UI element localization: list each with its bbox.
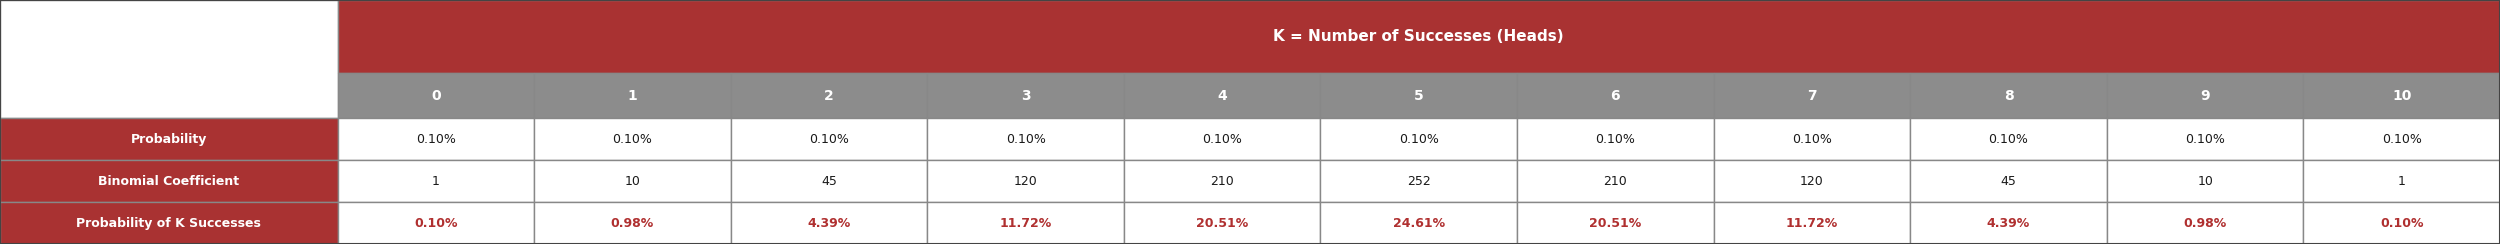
Bar: [1125, 73, 1320, 118]
Text: Probability: Probability: [130, 133, 208, 146]
Text: 20.51%: 20.51%: [1590, 217, 1642, 230]
Text: 45: 45: [2000, 175, 2018, 188]
Bar: [1320, 202, 1518, 244]
Text: 10: 10: [2392, 89, 2412, 103]
Bar: [535, 202, 730, 244]
Bar: [2108, 202, 2302, 244]
Text: 0.10%: 0.10%: [1595, 133, 1635, 146]
Bar: [730, 160, 928, 202]
Bar: [338, 73, 535, 118]
Bar: [2108, 160, 2302, 202]
Bar: [338, 0, 2500, 73]
Text: 210: 210: [1210, 175, 1235, 188]
Text: 0.10%: 0.10%: [2380, 217, 2422, 230]
Bar: [535, 73, 730, 118]
Bar: [535, 118, 730, 160]
Text: 6: 6: [1610, 89, 1620, 103]
Text: 252: 252: [1407, 175, 1430, 188]
Bar: [1910, 202, 2108, 244]
Bar: [928, 118, 1125, 160]
Text: 0.10%: 0.10%: [2185, 133, 2225, 146]
Bar: [338, 118, 535, 160]
Text: 0.10%: 0.10%: [415, 133, 455, 146]
Text: 0.10%: 0.10%: [415, 217, 458, 230]
Bar: [2108, 73, 2302, 118]
Bar: [2108, 118, 2302, 160]
Bar: [1125, 160, 1320, 202]
Text: 4.39%: 4.39%: [1988, 217, 2030, 230]
Bar: [0, 0, 338, 118]
Text: 0.10%: 0.10%: [1988, 133, 2028, 146]
Bar: [0, 202, 338, 244]
Text: 0.10%: 0.10%: [1792, 133, 1832, 146]
Text: 2: 2: [825, 89, 835, 103]
Text: 9: 9: [2200, 89, 2210, 103]
Text: 11.72%: 11.72%: [1000, 217, 1052, 230]
Text: 4.39%: 4.39%: [808, 217, 850, 230]
Text: Binomial Coefficient: Binomial Coefficient: [98, 175, 240, 188]
Text: 120: 120: [1013, 175, 1038, 188]
Bar: [1125, 202, 1320, 244]
Text: 11.72%: 11.72%: [1785, 217, 1838, 230]
Bar: [338, 160, 535, 202]
Bar: [730, 202, 928, 244]
Bar: [2302, 202, 2500, 244]
Text: 10: 10: [625, 175, 640, 188]
Bar: [1713, 73, 1910, 118]
Text: 1: 1: [432, 175, 440, 188]
Bar: [730, 73, 928, 118]
Text: 45: 45: [820, 175, 838, 188]
Text: 0.10%: 0.10%: [2382, 133, 2422, 146]
Text: 1: 1: [2398, 175, 2405, 188]
Bar: [1518, 118, 1713, 160]
Bar: [1518, 160, 1713, 202]
Bar: [338, 202, 535, 244]
Bar: [1125, 118, 1320, 160]
Text: 3: 3: [1020, 89, 1030, 103]
Text: 4: 4: [1218, 89, 1228, 103]
Bar: [1518, 202, 1713, 244]
Bar: [928, 202, 1125, 244]
Bar: [1518, 73, 1713, 118]
Text: 0: 0: [430, 89, 440, 103]
Bar: [1320, 160, 1518, 202]
Text: 0.10%: 0.10%: [1202, 133, 1242, 146]
Text: Probability of K Successes: Probability of K Successes: [78, 217, 260, 230]
Bar: [1320, 73, 1518, 118]
Bar: [1713, 160, 1910, 202]
Bar: [730, 118, 928, 160]
Text: 0.10%: 0.10%: [1400, 133, 1438, 146]
Bar: [535, 160, 730, 202]
Bar: [1910, 160, 2108, 202]
Bar: [2302, 118, 2500, 160]
Text: 210: 210: [1602, 175, 1628, 188]
Bar: [928, 160, 1125, 202]
Bar: [2302, 73, 2500, 118]
Text: 20.51%: 20.51%: [1195, 217, 1248, 230]
Bar: [1320, 118, 1518, 160]
Text: 120: 120: [1800, 175, 1825, 188]
Bar: [1910, 73, 2108, 118]
Bar: [1910, 118, 2108, 160]
Text: 0.98%: 0.98%: [610, 217, 655, 230]
Bar: [0, 118, 338, 160]
Text: 10: 10: [2198, 175, 2212, 188]
Text: 1: 1: [628, 89, 638, 103]
Text: 8: 8: [2002, 89, 2012, 103]
Bar: [2302, 160, 2500, 202]
Text: K = Number of Successes (Heads): K = Number of Successes (Heads): [1272, 29, 1565, 44]
Bar: [928, 73, 1125, 118]
Text: 24.61%: 24.61%: [1393, 217, 1445, 230]
Text: 0.98%: 0.98%: [2182, 217, 2228, 230]
Text: 0.10%: 0.10%: [612, 133, 652, 146]
Bar: [1713, 118, 1910, 160]
Bar: [0, 160, 338, 202]
Text: 7: 7: [1808, 89, 1818, 103]
Text: 5: 5: [1415, 89, 1422, 103]
Text: 0.10%: 0.10%: [1005, 133, 1045, 146]
Bar: [1713, 202, 1910, 244]
Text: 0.10%: 0.10%: [810, 133, 850, 146]
